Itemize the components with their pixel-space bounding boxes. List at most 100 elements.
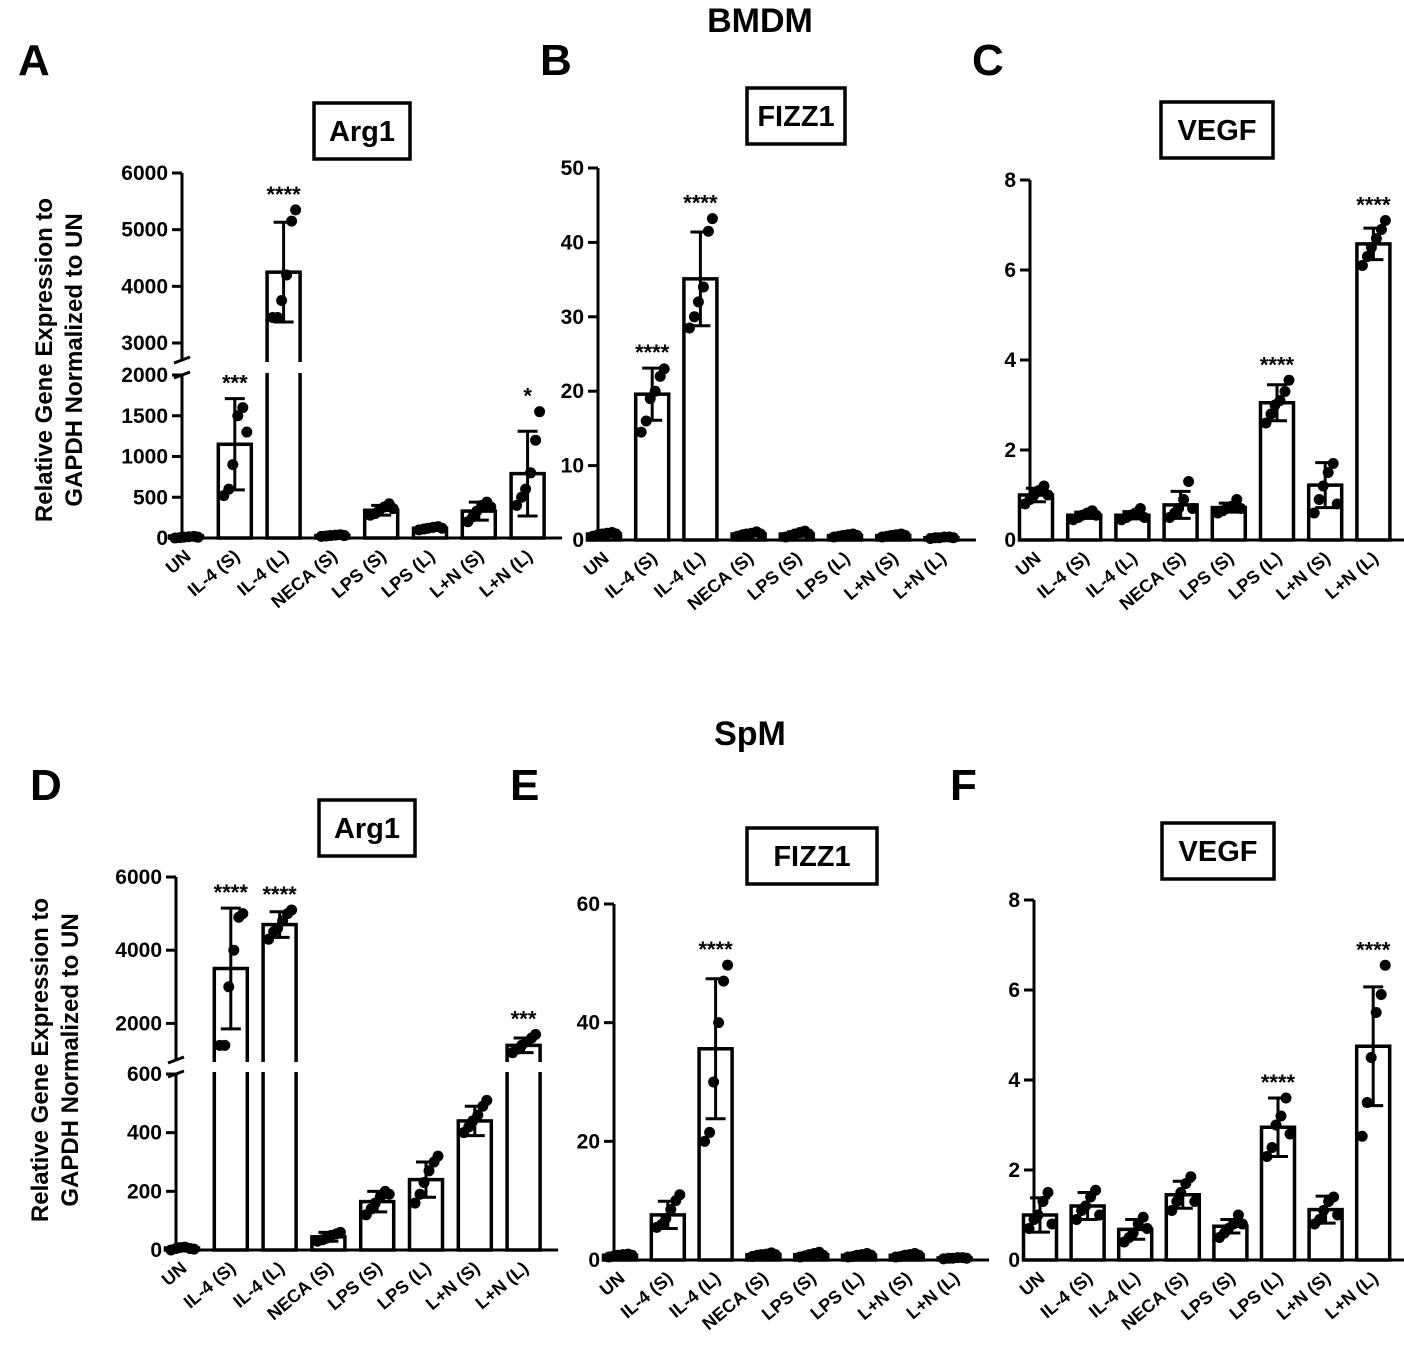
panel-letter-e: E xyxy=(510,761,539,810)
y-tick-label: 1000 xyxy=(121,446,168,469)
y-tick-label: 0 xyxy=(1008,1249,1020,1272)
bar xyxy=(1355,242,1392,542)
x-tick-label: UN xyxy=(580,548,613,580)
chart-title-box xyxy=(745,86,847,146)
significance-label: **** xyxy=(266,182,301,207)
panel-letter-f: F xyxy=(950,761,977,810)
y-tick-label: 2000 xyxy=(115,1012,162,1035)
y-tick-label: 2 xyxy=(1004,439,1016,462)
data-point xyxy=(1236,1218,1248,1230)
data-point xyxy=(1379,215,1391,226)
data-point xyxy=(1232,1209,1244,1221)
y-tick-label: 50 xyxy=(561,157,584,180)
data-point xyxy=(432,1150,444,1162)
data-point xyxy=(481,1094,493,1106)
x-tick-label: UN xyxy=(1012,548,1045,580)
data-point xyxy=(1356,260,1368,271)
y-tick-label: 400 xyxy=(127,1122,162,1145)
data-point xyxy=(1284,1128,1296,1140)
significance-label: **** xyxy=(262,882,297,907)
y-tick-label: 0 xyxy=(156,527,168,550)
data-point xyxy=(1332,1209,1344,1221)
x-tick-label: LPS (S) xyxy=(324,1258,386,1314)
x-tick-label: LPS (L) xyxy=(373,1258,434,1314)
data-point xyxy=(1094,1209,1106,1221)
data-point xyxy=(1265,408,1277,420)
y-tick-label: 40 xyxy=(577,1012,600,1035)
data-point xyxy=(530,434,542,446)
y-tick-label: 6 xyxy=(1008,979,1020,1002)
bar xyxy=(456,1119,494,1252)
y-tick-label: 4000 xyxy=(121,275,168,298)
data-point xyxy=(290,204,302,216)
data-point xyxy=(803,528,815,540)
chart-title: VEGF xyxy=(1178,115,1257,147)
y-tick-label: 20 xyxy=(577,1130,600,1153)
x-tick-label: L+N (L) xyxy=(475,546,536,601)
bar-break-gap xyxy=(264,362,304,373)
x-tick-label: UN xyxy=(596,1268,629,1300)
significance-label: **** xyxy=(1261,1070,1296,1095)
bar-break-gap xyxy=(211,1062,251,1072)
data-point xyxy=(1375,989,1387,1000)
y-axis-label-top-line2: GAPDH Normalized to UN xyxy=(61,213,88,506)
x-tick-label: L+N (L) xyxy=(889,548,950,603)
y-tick-label: 0 xyxy=(572,529,584,552)
panel-letter-b: B xyxy=(540,36,572,85)
y-tick-label: 30 xyxy=(561,306,584,329)
data-point xyxy=(1261,1151,1273,1162)
data-point xyxy=(706,213,718,225)
x-tick-label: LPS (L) xyxy=(1224,548,1285,604)
data-point xyxy=(1379,959,1391,971)
data-point xyxy=(516,491,528,503)
x-tick-label: LPS (S) xyxy=(743,548,805,604)
x-tick-label: L+N (L) xyxy=(1321,1268,1382,1323)
panel-letter-a: A xyxy=(18,36,50,85)
data-point xyxy=(485,501,497,513)
chart-title-box xyxy=(1159,100,1275,160)
data-point xyxy=(1042,1187,1054,1198)
bar xyxy=(505,1043,542,1252)
significance-label: **** xyxy=(1356,193,1391,218)
y-tick-label: 20 xyxy=(561,380,584,403)
x-tick-label: LPS (S) xyxy=(1177,1268,1239,1324)
y-tick-label: 200 xyxy=(127,1180,162,1203)
y-tick-label: 5000 xyxy=(121,219,168,242)
data-point xyxy=(704,1126,716,1138)
x-tick-label: L+N (S) xyxy=(840,548,902,604)
data-point xyxy=(227,459,239,471)
data-point xyxy=(1313,494,1325,505)
significance-label: **** xyxy=(1260,352,1295,377)
data-point xyxy=(1046,1218,1058,1230)
y-axis-label-bottom-line2: GAPDH Normalized to UN xyxy=(57,913,84,1206)
significance-label: *** xyxy=(511,1006,537,1031)
bar-break-gap xyxy=(504,1062,544,1072)
data-point xyxy=(334,1226,346,1238)
data-point xyxy=(1283,374,1295,386)
y-tick-label: 0 xyxy=(588,1249,600,1272)
data-point xyxy=(1189,1196,1201,1207)
x-tick-label: IL-4 (S) xyxy=(1037,1268,1097,1323)
x-tick-label: LPS (S) xyxy=(758,1268,820,1324)
data-point xyxy=(692,296,704,308)
x-tick-label: L+N (L) xyxy=(902,1268,963,1323)
x-tick-label: IL-4 (S) xyxy=(184,546,244,601)
data-point xyxy=(708,1076,720,1088)
x-tick-label: IL-4 (S) xyxy=(1033,548,1093,603)
significance-label: **** xyxy=(635,340,670,365)
chart-title: Arg1 xyxy=(334,813,400,845)
significance-label: * xyxy=(523,384,532,409)
data-point xyxy=(1171,1196,1183,1207)
y-axis-label-bottom-line1: Relative Gene Expression to xyxy=(27,898,54,1222)
data-point xyxy=(1279,386,1291,397)
data-point xyxy=(237,908,249,920)
data-point xyxy=(722,959,734,971)
data-point xyxy=(769,1249,781,1261)
data-point xyxy=(237,402,249,414)
y-tick-label: 600 xyxy=(127,1063,162,1086)
data-point xyxy=(1187,503,1199,514)
y-tick-label: 6 xyxy=(1004,259,1016,282)
